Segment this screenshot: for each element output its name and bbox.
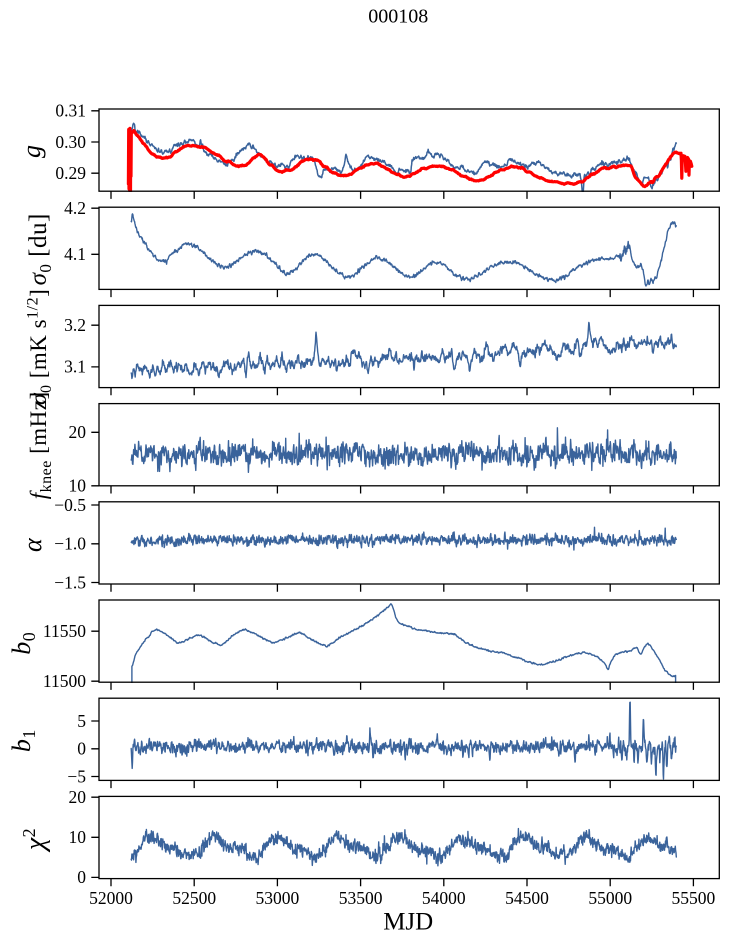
svg-text:3.2: 3.2 — [64, 315, 86, 335]
svg-text:11500: 11500 — [43, 671, 86, 691]
svg-text:10: 10 — [69, 827, 87, 847]
svg-text:10: 10 — [69, 476, 87, 496]
svg-text:52500: 52500 — [172, 888, 216, 908]
svg-text:20: 20 — [69, 787, 87, 807]
svg-text:fknee [mHz]: fknee [mHz] — [26, 391, 55, 499]
svg-text:52000: 52000 — [89, 888, 133, 908]
svg-text:σ0 [mK s1/2]: σ0 [mK s1/2] — [25, 289, 56, 405]
svg-text:0: 0 — [77, 867, 86, 887]
svg-text:54000: 54000 — [422, 888, 466, 908]
svg-text:−0.5: −0.5 — [54, 495, 86, 515]
svg-text:MJD: MJD — [383, 908, 433, 935]
svg-text:000108: 000108 — [368, 6, 428, 28]
svg-text:0.30: 0.30 — [55, 132, 86, 152]
svg-text:5: 5 — [77, 711, 86, 731]
svg-text:σ0 [du]: σ0 [du] — [25, 213, 55, 285]
svg-text:11550: 11550 — [43, 621, 86, 641]
svg-text:b1: b1 — [7, 729, 39, 752]
svg-text:55500: 55500 — [672, 888, 716, 908]
svg-text:0: 0 — [77, 739, 86, 759]
svg-text:−1.5: −1.5 — [54, 572, 86, 592]
svg-text:20: 20 — [69, 422, 87, 442]
svg-text:4.1: 4.1 — [64, 244, 86, 264]
svg-text:−1.0: −1.0 — [54, 534, 86, 554]
svg-text:−5: −5 — [67, 766, 86, 786]
svg-text:0.29: 0.29 — [55, 163, 86, 183]
svg-text:54500: 54500 — [505, 888, 549, 908]
svg-text:g: g — [17, 145, 46, 159]
svg-text:χ2: χ2 — [19, 828, 51, 853]
svg-text:53500: 53500 — [339, 888, 383, 908]
svg-text:b0: b0 — [7, 632, 39, 655]
svg-text:3.1: 3.1 — [64, 357, 86, 377]
svg-text:0.31: 0.31 — [55, 101, 86, 121]
svg-text:4.2: 4.2 — [64, 198, 86, 218]
svg-text:55000: 55000 — [588, 888, 632, 908]
svg-text:53000: 53000 — [256, 888, 300, 908]
svg-text:α: α — [18, 537, 47, 552]
